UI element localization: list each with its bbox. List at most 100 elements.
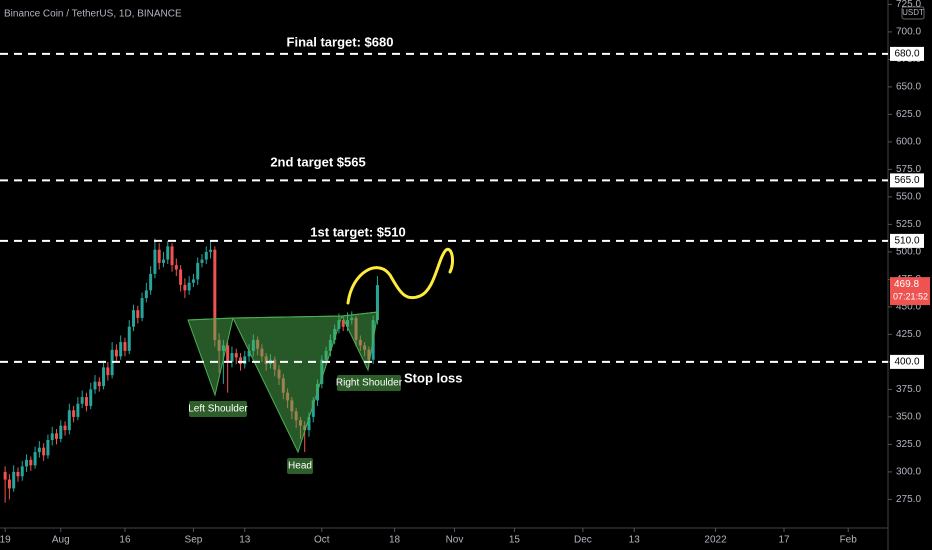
y-tick-label: 525.0 xyxy=(896,219,921,230)
x-tick-label: Aug xyxy=(52,535,70,546)
level-label: 680.0 xyxy=(894,49,919,60)
candle-body xyxy=(375,285,379,321)
candle-body xyxy=(213,249,217,340)
candle-body xyxy=(114,349,118,357)
level-box xyxy=(890,354,924,369)
x-tick-label: 19 xyxy=(0,535,11,546)
currency-label: USDT xyxy=(902,8,924,17)
candle-body xyxy=(196,262,200,280)
x-tick-label: Feb xyxy=(840,535,858,546)
candle-body xyxy=(140,298,144,318)
x-tick-label: 18 xyxy=(389,535,401,546)
candle-body xyxy=(33,452,37,466)
candle-body xyxy=(247,350,251,357)
candle-body xyxy=(157,249,161,263)
x-tick-label: 15 xyxy=(509,535,521,546)
candle-body xyxy=(72,410,76,417)
candle-body xyxy=(307,416,311,431)
x-tick-label: Nov xyxy=(446,535,464,546)
candle-body xyxy=(127,326,131,351)
candle-body xyxy=(97,381,101,387)
right-shoulder-label: Right Shoulder xyxy=(336,378,403,389)
x-tick-label: 17 xyxy=(778,535,790,546)
y-tick-label: 575.0 xyxy=(896,164,921,175)
candle-body xyxy=(204,251,208,260)
level-label: 565.0 xyxy=(894,175,919,186)
candle-body xyxy=(144,290,148,299)
y-tick-label: 550.0 xyxy=(896,192,921,203)
y-tick-label: 350.0 xyxy=(896,412,921,423)
candle-body xyxy=(341,320,345,327)
stop-loss-label: Stop loss xyxy=(404,370,463,385)
candle-body xyxy=(119,342,123,357)
x-tick-label: Dec xyxy=(574,535,592,546)
candle-body xyxy=(234,353,238,358)
candle-body xyxy=(89,389,93,406)
level-label: 400.0 xyxy=(894,357,919,368)
candle-body xyxy=(76,403,80,417)
candle-body xyxy=(191,279,195,283)
countdown-label: 07:21:52 xyxy=(893,291,928,301)
final-target-label: Final target: $680 xyxy=(287,34,394,49)
level-box xyxy=(890,46,924,61)
candle-body xyxy=(153,249,157,274)
candle-body xyxy=(25,459,29,467)
y-tick-label: 300.0 xyxy=(896,467,921,478)
y-tick-label: 600.0 xyxy=(896,137,921,148)
right-shoulder-box xyxy=(337,375,401,391)
candle-body xyxy=(84,397,88,406)
candle-body xyxy=(149,273,153,291)
level-box xyxy=(890,233,924,248)
y-tick-label: 625.0 xyxy=(896,109,921,120)
y-tick-label: 700.0 xyxy=(896,27,921,38)
level-label: 510.0 xyxy=(894,236,919,247)
current-price-label: 469.8 xyxy=(894,279,919,290)
x-tick-label: 13 xyxy=(629,535,641,546)
candle-body xyxy=(243,356,247,365)
candle-body xyxy=(170,246,174,266)
y-tick-label: 450.0 xyxy=(896,302,921,313)
candle-body xyxy=(12,471,16,489)
x-tick-label: 2022 xyxy=(704,535,727,546)
candle-body xyxy=(166,246,170,260)
candle-body xyxy=(209,249,213,252)
currency-box xyxy=(901,6,925,20)
candle-body xyxy=(7,479,11,489)
candle-body xyxy=(67,410,71,431)
neckline xyxy=(187,311,379,321)
candle-body xyxy=(174,265,178,270)
candle-body xyxy=(42,447,46,456)
left-shoulder-box xyxy=(189,401,247,417)
candle-body xyxy=(102,367,106,387)
candle-body xyxy=(136,310,140,318)
candle-body xyxy=(37,447,41,453)
x-tick-label: Oct xyxy=(314,535,330,546)
x-tick-label: 13 xyxy=(239,535,251,546)
candle-body xyxy=(50,433,54,440)
head-box xyxy=(287,458,313,474)
left-shoulder-label: Left Shoulder xyxy=(188,404,248,415)
projection-curve xyxy=(346,247,455,305)
level-box xyxy=(890,173,924,188)
y-tick-label: 725.0 xyxy=(896,0,921,10)
candle-body xyxy=(63,425,67,431)
head-label: Head xyxy=(288,461,312,472)
candle-body xyxy=(20,466,24,477)
candle-body xyxy=(179,269,183,285)
candle-body xyxy=(46,440,50,456)
candle-body xyxy=(106,367,110,376)
y-tick-label: 425.0 xyxy=(896,329,921,340)
y-tick-label: 650.0 xyxy=(896,82,921,93)
current-price-box xyxy=(890,277,930,306)
first-target-label: 1st target: $510 xyxy=(310,224,405,239)
candle-body xyxy=(59,425,63,439)
candle-body xyxy=(311,400,315,417)
second-target-label: 2nd target $565 xyxy=(270,154,365,169)
candle-body xyxy=(226,345,230,362)
candle-body xyxy=(161,259,165,263)
candle-body xyxy=(230,353,234,362)
candle-body xyxy=(54,433,58,439)
